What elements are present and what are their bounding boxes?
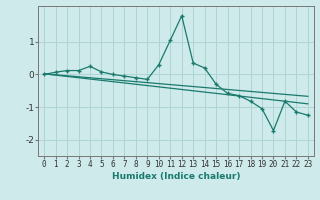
X-axis label: Humidex (Indice chaleur): Humidex (Indice chaleur) [112, 172, 240, 181]
